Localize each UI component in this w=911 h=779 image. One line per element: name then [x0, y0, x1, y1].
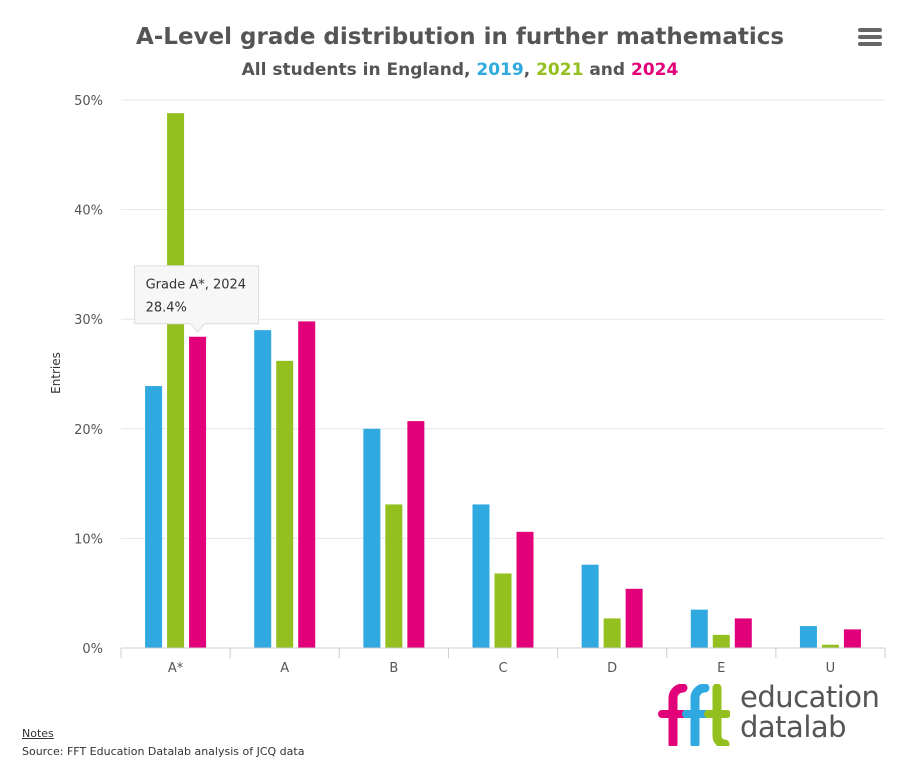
logo-word-education: education — [740, 680, 880, 714]
bars — [145, 113, 861, 649]
bar-chart: A-Level grade distribution in further ma… — [49, 24, 886, 676]
bar-2024-B[interactable] — [407, 421, 425, 648]
x-tick-label: A* — [168, 661, 184, 676]
bar-2024-E[interactable] — [734, 618, 752, 648]
bar-2024-C[interactable] — [516, 531, 534, 648]
chart-title: A-Level grade distribution in further ma… — [136, 24, 784, 50]
bar-2019-B[interactable] — [363, 428, 381, 648]
x-axis: A* A B C D E U — [120, 647, 886, 676]
bar-2021-D[interactable] — [603, 618, 621, 648]
fft-logo-mark-icon — [658, 684, 730, 746]
x-tick-label: B — [389, 661, 398, 676]
x-tick-label: D — [607, 661, 617, 676]
bar-2024-U[interactable] — [843, 629, 861, 648]
logo-word-datalab: datalab — [740, 710, 847, 744]
bar-2024-A[interactable] — [298, 321, 316, 648]
subtitle-separator-2: and — [583, 60, 631, 80]
bar-2019-U[interactable] — [799, 626, 817, 648]
y-axis-ticks: 0% 10% 20% 30% 40% 50% — [74, 94, 103, 657]
bar-2021-E[interactable] — [712, 634, 730, 648]
logo-wordmark: education datalab — [740, 680, 880, 744]
bar-2019-A[interactable] — [254, 330, 272, 648]
bar-2021-A[interactable] — [276, 360, 294, 648]
fft-education-datalab-logo: education datalab — [655, 680, 890, 746]
tooltip: Grade A*, 2024 28.4% — [134, 265, 260, 333]
subtitle-year-2024: 2024 — [631, 60, 678, 80]
bar-2024-D[interactable] — [625, 588, 643, 648]
bar-2019-D[interactable] — [581, 564, 599, 648]
notes-link[interactable]: Notes — [22, 727, 54, 740]
bar-2021-A*[interactable] — [167, 113, 185, 649]
chart-menu-button[interactable] — [858, 28, 882, 50]
source-text: Source: FFT Education Datalab analysis o… — [22, 745, 305, 758]
y-tick-label: 20% — [74, 423, 103, 438]
bar-2021-U[interactable] — [821, 644, 839, 648]
tooltip-title: Grade A*, 2024 — [146, 278, 247, 293]
bar-2024-A*[interactable] — [189, 336, 207, 648]
x-tick-label: U — [826, 661, 836, 676]
y-tick-label: 10% — [74, 532, 103, 547]
bar-2021-B[interactable] — [385, 504, 403, 648]
hamburger-menu-icon — [858, 28, 882, 32]
y-tick-label: 50% — [74, 94, 103, 109]
tooltip-box — [134, 265, 260, 333]
x-tick-label: A — [280, 661, 289, 676]
tooltip-value: 28.4% — [146, 301, 187, 316]
y-tick-label: 40% — [74, 204, 103, 219]
y-axis-title: Entries — [49, 352, 63, 394]
subtitle-year-2021: 2021 — [536, 60, 583, 80]
x-tick-label: C — [498, 661, 507, 676]
bar-2019-A*[interactable] — [145, 386, 163, 648]
subtitle-year-2019: 2019 — [476, 60, 523, 80]
subtitle-prefix: All students in England, — [242, 60, 477, 80]
y-tick-label: 0% — [82, 642, 103, 657]
x-tick-label: E — [717, 661, 725, 676]
bar-2019-C[interactable] — [472, 504, 490, 648]
bar-2019-E[interactable] — [690, 609, 708, 648]
subtitle-separator-1: , — [524, 60, 536, 80]
bar-2021-C[interactable] — [494, 573, 512, 648]
chart-subtitle: All students in England, 2019, 2021 and … — [242, 60, 679, 80]
y-tick-label: 30% — [74, 313, 103, 328]
